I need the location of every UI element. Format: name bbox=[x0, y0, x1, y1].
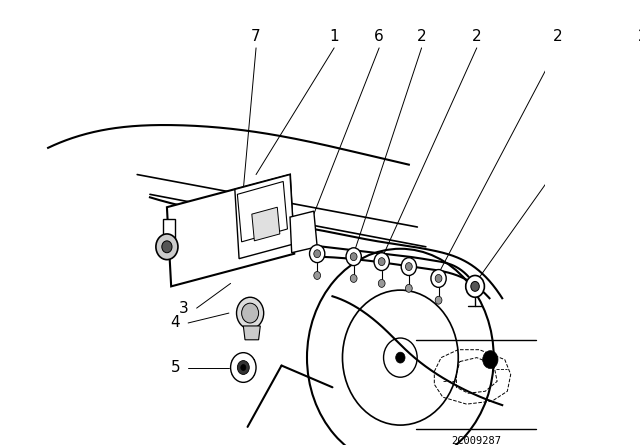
Text: 2C009287: 2C009287 bbox=[451, 436, 501, 446]
Circle shape bbox=[378, 280, 385, 287]
Circle shape bbox=[162, 241, 172, 253]
Polygon shape bbox=[252, 207, 280, 241]
Circle shape bbox=[466, 276, 484, 297]
Circle shape bbox=[406, 263, 412, 271]
Polygon shape bbox=[167, 175, 294, 286]
Text: 2: 2 bbox=[637, 29, 640, 43]
Circle shape bbox=[237, 361, 249, 375]
Text: 2: 2 bbox=[552, 29, 562, 43]
Bar bbox=[163, 219, 175, 249]
Polygon shape bbox=[290, 211, 317, 253]
Circle shape bbox=[435, 296, 442, 304]
Circle shape bbox=[350, 275, 357, 282]
Circle shape bbox=[401, 258, 417, 276]
Text: 5: 5 bbox=[171, 360, 180, 375]
Circle shape bbox=[242, 303, 259, 323]
Circle shape bbox=[237, 297, 264, 329]
Circle shape bbox=[374, 253, 389, 271]
Circle shape bbox=[406, 284, 412, 292]
Circle shape bbox=[378, 258, 385, 266]
Circle shape bbox=[156, 234, 178, 260]
Circle shape bbox=[314, 250, 321, 258]
Text: 6: 6 bbox=[374, 29, 384, 43]
Circle shape bbox=[396, 352, 405, 363]
Polygon shape bbox=[235, 175, 294, 258]
Circle shape bbox=[435, 275, 442, 282]
Circle shape bbox=[230, 353, 256, 382]
Circle shape bbox=[483, 351, 498, 369]
Text: 2: 2 bbox=[472, 29, 481, 43]
Text: 3: 3 bbox=[179, 301, 189, 316]
Circle shape bbox=[471, 281, 479, 291]
Circle shape bbox=[241, 365, 246, 370]
Circle shape bbox=[310, 245, 325, 263]
Circle shape bbox=[350, 253, 357, 261]
Circle shape bbox=[314, 271, 321, 280]
Text: 2: 2 bbox=[417, 29, 426, 43]
Polygon shape bbox=[243, 326, 260, 340]
Text: 1: 1 bbox=[330, 29, 339, 43]
Text: 7: 7 bbox=[252, 29, 261, 43]
Circle shape bbox=[431, 270, 446, 287]
Circle shape bbox=[346, 248, 362, 266]
Text: 4: 4 bbox=[171, 315, 180, 331]
